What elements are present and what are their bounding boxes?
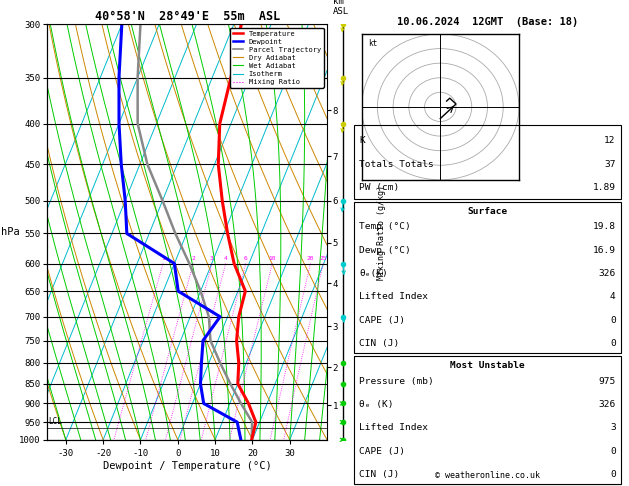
Legend: Temperature, Dewpoint, Parcel Trajectory, Dry Adiabat, Wet Adiabat, Isotherm, Mi: Temperature, Dewpoint, Parcel Trajectory… (230, 28, 323, 88)
Text: K: K (359, 137, 365, 145)
Text: 20: 20 (307, 257, 314, 261)
Text: Pressure (mb): Pressure (mb) (359, 377, 434, 385)
Text: CAPE (J): CAPE (J) (359, 447, 405, 455)
Text: Lifted Index: Lifted Index (359, 423, 428, 432)
Text: Most Unstable: Most Unstable (450, 361, 525, 370)
Text: 326: 326 (599, 269, 616, 278)
Text: 326: 326 (599, 400, 616, 409)
Text: hPa: hPa (1, 227, 20, 237)
Text: PW (cm): PW (cm) (359, 183, 399, 192)
Text: 10: 10 (269, 257, 276, 261)
Text: km
ASL: km ASL (333, 0, 349, 16)
Text: 10.06.2024  12GMT  (Base: 18): 10.06.2024 12GMT (Base: 18) (397, 17, 578, 27)
Text: θₑ (K): θₑ (K) (359, 400, 394, 409)
Text: 4: 4 (224, 257, 228, 261)
Text: 3: 3 (210, 257, 214, 261)
Text: 4: 4 (610, 293, 616, 301)
Text: CIN (J): CIN (J) (359, 470, 399, 479)
Text: 1: 1 (161, 257, 165, 261)
Text: Totals Totals: Totals Totals (359, 160, 434, 169)
Text: 1.89: 1.89 (593, 183, 616, 192)
Text: © weatheronline.co.uk: © weatheronline.co.uk (435, 471, 540, 480)
Text: Temp (°C): Temp (°C) (359, 223, 411, 231)
Text: 0: 0 (610, 316, 616, 325)
X-axis label: Dewpoint / Temperature (°C): Dewpoint / Temperature (°C) (103, 461, 272, 470)
Text: CIN (J): CIN (J) (359, 339, 399, 348)
Text: 25: 25 (320, 257, 327, 261)
Text: 0: 0 (610, 470, 616, 479)
Text: Lifted Index: Lifted Index (359, 293, 428, 301)
Text: 975: 975 (599, 377, 616, 385)
Text: 12: 12 (604, 137, 616, 145)
Text: Dewp (°C): Dewp (°C) (359, 246, 411, 255)
Text: Surface: Surface (467, 207, 508, 216)
Text: 3: 3 (610, 423, 616, 432)
Text: 19.8: 19.8 (593, 223, 616, 231)
Text: 2: 2 (191, 257, 195, 261)
Text: LCL: LCL (48, 417, 62, 426)
Text: 6: 6 (244, 257, 248, 261)
Text: θₑ(K): θₑ(K) (359, 269, 388, 278)
Text: 0: 0 (610, 447, 616, 455)
Text: 16.9: 16.9 (593, 246, 616, 255)
Text: Mixing Ratio (g/kg): Mixing Ratio (g/kg) (377, 185, 386, 279)
Text: 0: 0 (610, 339, 616, 348)
Text: CAPE (J): CAPE (J) (359, 316, 405, 325)
Text: 37: 37 (604, 160, 616, 169)
Title: 40°58'N  28°49'E  55m  ASL: 40°58'N 28°49'E 55m ASL (94, 10, 280, 23)
Text: kt: kt (368, 39, 377, 48)
